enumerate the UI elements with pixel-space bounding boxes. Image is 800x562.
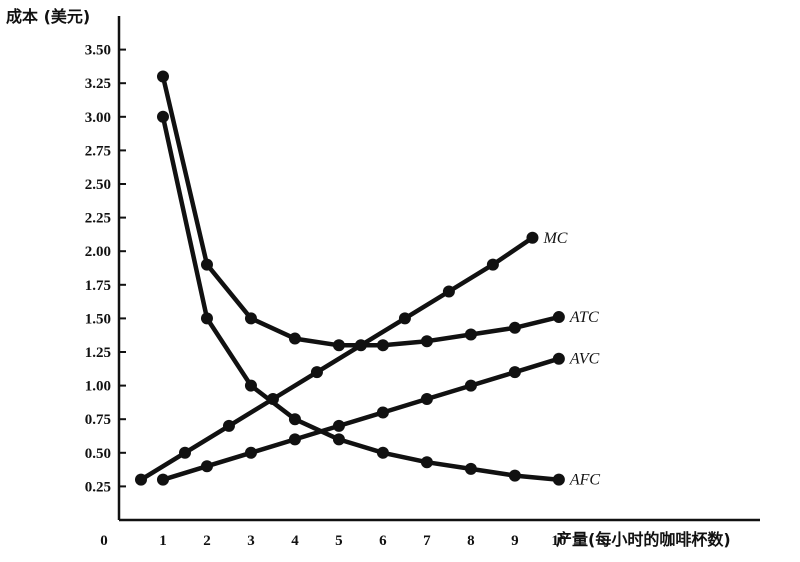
x-tick-label: 1 bbox=[159, 533, 167, 549]
atc-point bbox=[156, 70, 169, 83]
avc-point bbox=[552, 352, 565, 365]
mc-point bbox=[526, 231, 539, 244]
y-tick-label: 1.75 bbox=[85, 278, 111, 294]
atc-label: ATC bbox=[569, 309, 599, 326]
afc-point bbox=[376, 446, 389, 459]
afc-label: AFC bbox=[569, 472, 601, 489]
atc-point bbox=[464, 328, 477, 341]
y-tick-label: 3.50 bbox=[85, 43, 111, 59]
afc-point bbox=[508, 469, 521, 482]
x-tick-label: 7 bbox=[423, 533, 431, 549]
x-tick-label: 3 bbox=[247, 533, 255, 549]
y-tick-label: 3.00 bbox=[85, 110, 111, 126]
y-tick-label: 0.25 bbox=[85, 479, 111, 495]
afc-point bbox=[244, 379, 257, 392]
avc-point bbox=[288, 433, 301, 446]
y-tick-label: 1.50 bbox=[85, 311, 111, 327]
avc-line bbox=[160, 356, 562, 482]
x-tick-label: 6 bbox=[379, 533, 387, 549]
avc-point bbox=[464, 379, 477, 392]
mc-point bbox=[310, 366, 323, 379]
y-tick-label: 1.00 bbox=[85, 379, 111, 395]
series-avc: AVC bbox=[156, 351, 600, 486]
avc-point bbox=[244, 446, 257, 459]
y-tick-label: 0.50 bbox=[85, 446, 111, 462]
atc-point bbox=[552, 311, 565, 324]
x-tick-label: 10 bbox=[551, 533, 566, 549]
y-tick-label: 2.00 bbox=[85, 244, 111, 260]
y-axis-ticks: 0.25 0.50 0.75 1.00 1.25 1.50 1.75 2.00 2.25 2.50… bbox=[85, 43, 126, 495]
mc-point bbox=[398, 312, 411, 325]
mc-label: MC bbox=[542, 230, 567, 247]
series-layer: MC ATC AVC AFC bbox=[134, 70, 601, 489]
afc-line bbox=[160, 114, 562, 482]
afc-point bbox=[464, 462, 477, 475]
x-tick-label: 9 bbox=[511, 533, 519, 549]
atc-point bbox=[288, 332, 301, 345]
mc-point bbox=[442, 285, 455, 298]
atc-point bbox=[332, 339, 345, 352]
mc-point bbox=[178, 446, 191, 459]
atc-line bbox=[160, 74, 562, 348]
x-tick-label: 8 bbox=[467, 533, 475, 549]
y-tick-label: 0.75 bbox=[85, 412, 111, 428]
afc-point bbox=[288, 413, 301, 426]
series-mc: MC bbox=[134, 230, 568, 486]
y-tick-label: 1.25 bbox=[85, 345, 111, 361]
avc-point bbox=[200, 460, 213, 473]
avc-point bbox=[508, 366, 521, 379]
x-axis-title: 产量(每小时的咖啡杯数) bbox=[556, 530, 731, 549]
atc-point bbox=[420, 335, 433, 348]
atc-point bbox=[200, 258, 213, 271]
x-axis-ticks: 1 2 3 4 5 6 7 8 9 10 bbox=[159, 533, 566, 549]
mc-line bbox=[138, 235, 535, 482]
origin-label: 0 bbox=[100, 533, 108, 549]
afc-point bbox=[156, 110, 169, 123]
series-atc: ATC bbox=[156, 70, 599, 352]
x-tick-label: 2 bbox=[203, 533, 211, 549]
y-tick-label: 2.25 bbox=[85, 211, 111, 227]
y-tick-label: 2.50 bbox=[85, 177, 111, 193]
avc-point bbox=[156, 473, 169, 486]
avc-point bbox=[376, 406, 389, 419]
avc-point bbox=[420, 393, 433, 406]
mc-point bbox=[486, 258, 499, 271]
y-tick-label: 2.75 bbox=[85, 143, 111, 159]
avc-label: AVC bbox=[569, 351, 600, 368]
avc-point bbox=[332, 419, 345, 432]
afc-point bbox=[420, 456, 433, 469]
mc-point bbox=[134, 473, 147, 486]
y-axis-title: 成本 (美元) bbox=[6, 7, 90, 26]
x-tick-label: 5 bbox=[335, 533, 343, 549]
atc-point bbox=[244, 312, 257, 325]
atc-point bbox=[508, 321, 521, 334]
afc-point bbox=[200, 312, 213, 325]
series-afc: AFC bbox=[156, 110, 601, 489]
atc-point bbox=[376, 339, 389, 352]
mc-point bbox=[222, 419, 235, 432]
afc-point bbox=[332, 433, 345, 446]
y-tick-label: 3.25 bbox=[85, 76, 111, 92]
afc-point bbox=[552, 473, 565, 486]
x-tick-label: 4 bbox=[291, 533, 299, 549]
